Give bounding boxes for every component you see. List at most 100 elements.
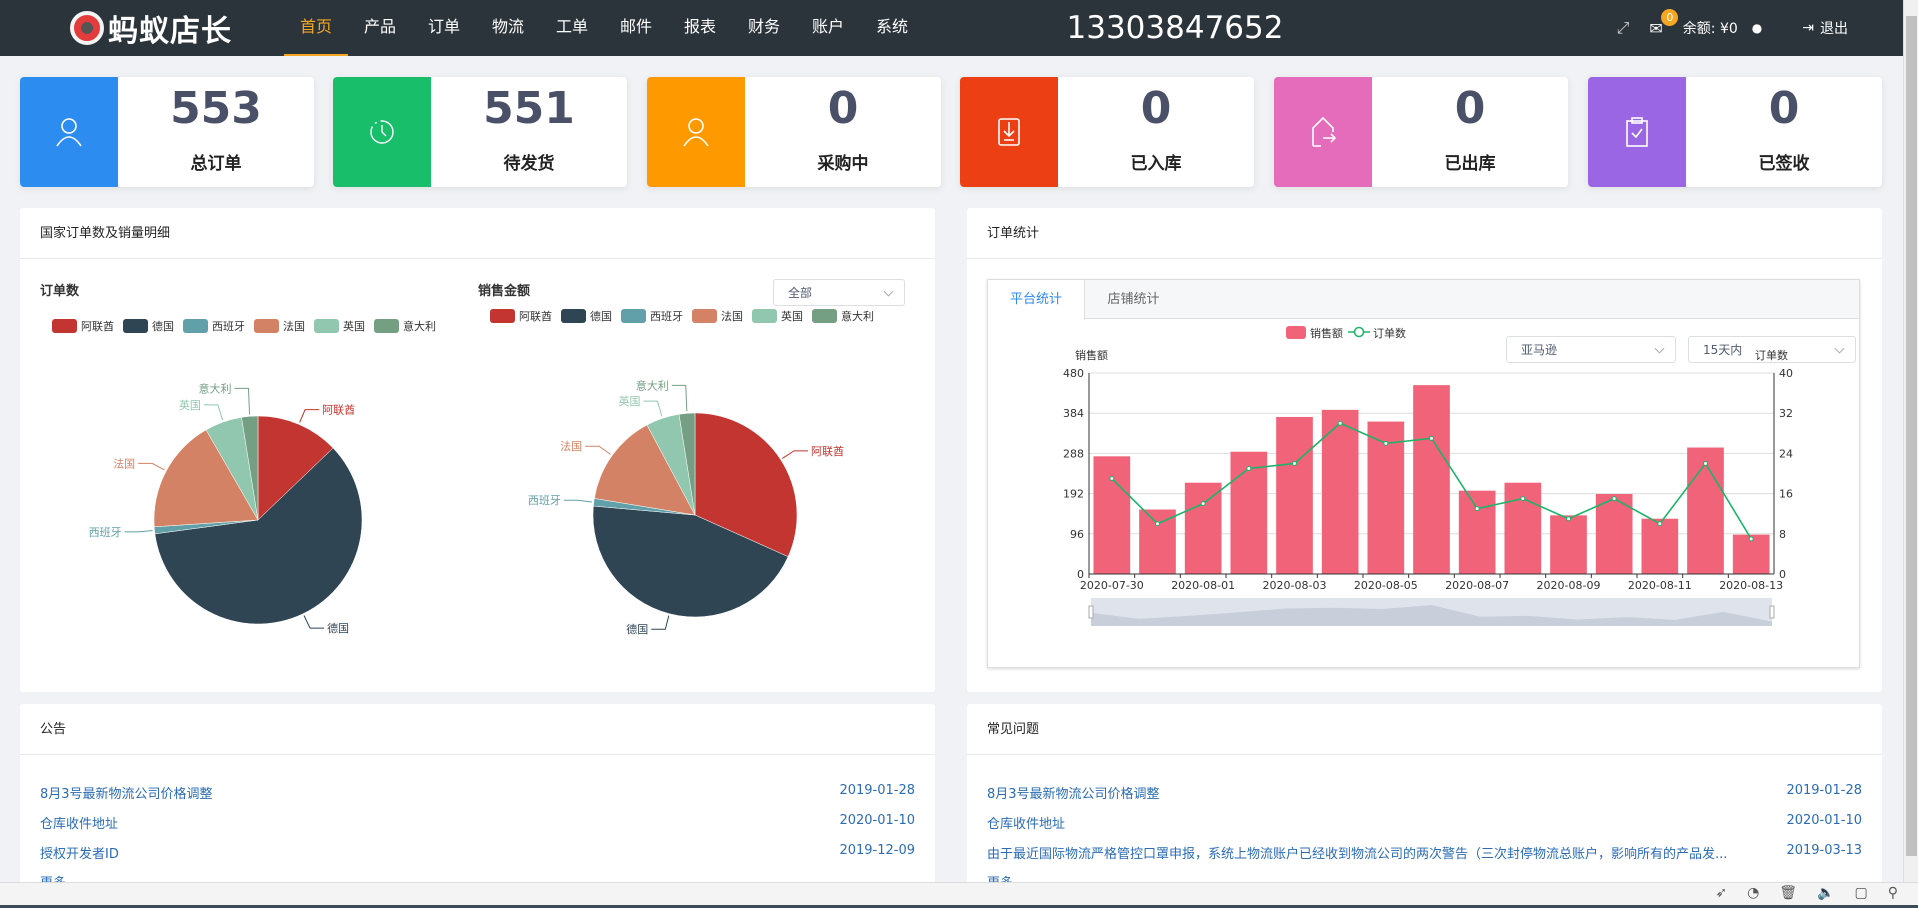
line-point[interactable] bbox=[1566, 516, 1571, 522]
line-point[interactable] bbox=[1383, 440, 1389, 446]
legend-item[interactable]: 英国 bbox=[752, 308, 803, 324]
line-point[interactable] bbox=[1703, 460, 1708, 466]
line-point[interactable] bbox=[1109, 476, 1115, 482]
legend-item[interactable]: 德国 bbox=[123, 318, 174, 334]
bar[interactable] bbox=[1367, 421, 1405, 574]
stat-card[interactable]: 0 已签收 bbox=[1588, 77, 1882, 187]
stat-card[interactable]: 0 已入库 bbox=[960, 77, 1254, 187]
line-point[interactable] bbox=[1611, 496, 1617, 502]
line-point[interactable] bbox=[1200, 501, 1206, 507]
list-item[interactable]: 由于最近国际物流严格管控口罩申报，系统上物流账户已经收到物流公司的两次警告（三次… bbox=[987, 843, 1862, 865]
line-point[interactable] bbox=[1155, 521, 1160, 527]
rocket-icon[interactable]: ➶ bbox=[1715, 885, 1728, 901]
bar[interactable] bbox=[1276, 416, 1313, 574]
list-item[interactable]: 仓库收件地址 2020-01-10 bbox=[40, 813, 915, 835]
logout-icon[interactable]: ⇥ bbox=[1802, 20, 1814, 36]
item-title[interactable]: 仓库收件地址 bbox=[987, 817, 1066, 832]
logo[interactable]: 蚂蚁店长 bbox=[70, 8, 232, 49]
bar[interactable] bbox=[1595, 494, 1633, 574]
legend-item[interactable]: 法国 bbox=[254, 318, 305, 334]
legend-marker-orders[interactable] bbox=[1353, 326, 1365, 338]
trash-icon[interactable]: 🗑 bbox=[1779, 885, 1798, 901]
pie-slice[interactable] bbox=[694, 412, 798, 558]
tab-shop-stats[interactable]: 店铺统计 bbox=[1107, 292, 1160, 307]
volume-icon[interactable]: 🔈 bbox=[1817, 885, 1835, 901]
tab-platform-stats[interactable]: 平台统计 bbox=[988, 280, 1085, 320]
item-title[interactable]: 8月3号最新物流公司价格调整 bbox=[40, 787, 213, 802]
nav-finance[interactable]: 财务 bbox=[747, 17, 780, 36]
line-point[interactable] bbox=[1429, 435, 1434, 441]
nav-home[interactable]: 首页 bbox=[284, 0, 348, 56]
legend-item[interactable]: 英国 bbox=[314, 318, 365, 334]
more-link[interactable]: 更多 bbox=[987, 872, 1862, 886]
page-scrollbar[interactable] bbox=[1903, 0, 1918, 882]
platform-select[interactable]: 亚马逊 bbox=[1506, 336, 1676, 363]
pie-slice[interactable] bbox=[153, 429, 259, 528]
window-icon[interactable]: ▢ bbox=[1854, 885, 1868, 901]
bar[interactable] bbox=[1687, 447, 1724, 574]
pie-slice[interactable] bbox=[241, 415, 259, 521]
legend-item[interactable]: 阿联酋 bbox=[52, 318, 114, 334]
nav-system[interactable]: 系统 bbox=[875, 17, 908, 36]
line-point[interactable] bbox=[1748, 536, 1754, 542]
stat-card[interactable]: 553 总订单 bbox=[20, 77, 314, 187]
search-icon[interactable]: ⚲ bbox=[1887, 885, 1898, 901]
nav-products[interactable]: 产品 bbox=[363, 17, 396, 36]
bar[interactable] bbox=[1321, 409, 1359, 574]
more-label[interactable]: 更多 bbox=[40, 876, 67, 886]
datazoom-handle[interactable] bbox=[1769, 605, 1775, 619]
bar[interactable] bbox=[1093, 456, 1131, 574]
list-item[interactable]: 授权开发者ID 2019-12-09 bbox=[40, 843, 915, 865]
fullscreen-icon[interactable]: ⤢ bbox=[1616, 18, 1630, 37]
nav-logistics[interactable]: 物流 bbox=[491, 17, 524, 36]
line-point[interactable] bbox=[1292, 460, 1297, 466]
item-title[interactable]: 由于最近国际物流严格管控口罩申报，系统上物流账户已经收到物流公司的两次警告（三次… bbox=[987, 847, 1728, 862]
legend-item[interactable]: 意大利 bbox=[374, 318, 436, 334]
nav-tickets[interactable]: 工单 bbox=[555, 17, 588, 36]
bar[interactable] bbox=[1413, 385, 1450, 574]
country-filter-select[interactable]: 全部 bbox=[773, 279, 905, 306]
line-point[interactable] bbox=[1520, 496, 1526, 502]
bar[interactable] bbox=[1550, 515, 1587, 574]
bar[interactable] bbox=[1184, 482, 1222, 574]
legend-item[interactable]: 法国 bbox=[692, 308, 743, 324]
pie-slice[interactable] bbox=[257, 415, 334, 521]
nav-account[interactable]: 账户 bbox=[811, 17, 844, 36]
legend-item[interactable]: 西班牙 bbox=[183, 318, 245, 334]
scrollbar-thumb[interactable] bbox=[1906, 16, 1917, 856]
line-point[interactable] bbox=[1474, 506, 1480, 512]
item-title[interactable]: 8月3号最新物流公司价格调整 bbox=[987, 787, 1160, 802]
list-item[interactable]: 8月3号最新物流公司价格调整 2019-01-28 bbox=[987, 783, 1862, 805]
stat-card[interactable]: 0 采购中 bbox=[647, 77, 941, 187]
bar[interactable] bbox=[1230, 451, 1268, 574]
pie-slice[interactable] bbox=[594, 424, 696, 516]
item-title[interactable]: 仓库收件地址 bbox=[40, 817, 119, 832]
speed-icon[interactable]: ◔ bbox=[1747, 885, 1760, 901]
legend-swatch-sales[interactable] bbox=[1286, 326, 1306, 339]
bar[interactable] bbox=[1641, 518, 1679, 574]
nav-mail[interactable]: 邮件 bbox=[619, 17, 652, 36]
datazoom-handle[interactable] bbox=[1088, 605, 1094, 619]
pie-slice[interactable] bbox=[592, 505, 789, 618]
pie-slice[interactable] bbox=[154, 447, 363, 625]
more-label[interactable]: 更多 bbox=[987, 876, 1014, 886]
range-select[interactable]: 15天内 bbox=[1688, 336, 1856, 363]
line-point[interactable] bbox=[1657, 521, 1663, 527]
pie-slice[interactable] bbox=[678, 412, 696, 516]
list-item[interactable]: 仓库收件地址 2020-01-10 bbox=[987, 813, 1862, 835]
mail-icon[interactable]: ✉ 0 bbox=[1649, 8, 1679, 38]
more-link[interactable]: 更多 bbox=[40, 872, 915, 886]
line-point[interactable] bbox=[1246, 465, 1252, 471]
list-item[interactable]: 8月3号最新物流公司价格调整 2019-01-28 bbox=[40, 783, 915, 805]
nav-reports[interactable]: 报表 bbox=[683, 17, 716, 36]
legend-item[interactable]: 德国 bbox=[561, 308, 612, 324]
legend-item[interactable]: 阿联酋 bbox=[490, 308, 552, 324]
nav-orders[interactable]: 订单 bbox=[427, 17, 460, 36]
item-title[interactable]: 授权开发者ID bbox=[40, 847, 119, 862]
legend-item[interactable]: 意大利 bbox=[812, 308, 874, 324]
line-point[interactable] bbox=[1337, 420, 1343, 426]
legend-item[interactable]: 西班牙 bbox=[621, 308, 683, 324]
bar[interactable] bbox=[1139, 509, 1176, 574]
stat-card[interactable]: 0 已出库 bbox=[1274, 77, 1568, 187]
logout-button[interactable]: 退出 bbox=[1820, 21, 1848, 37]
